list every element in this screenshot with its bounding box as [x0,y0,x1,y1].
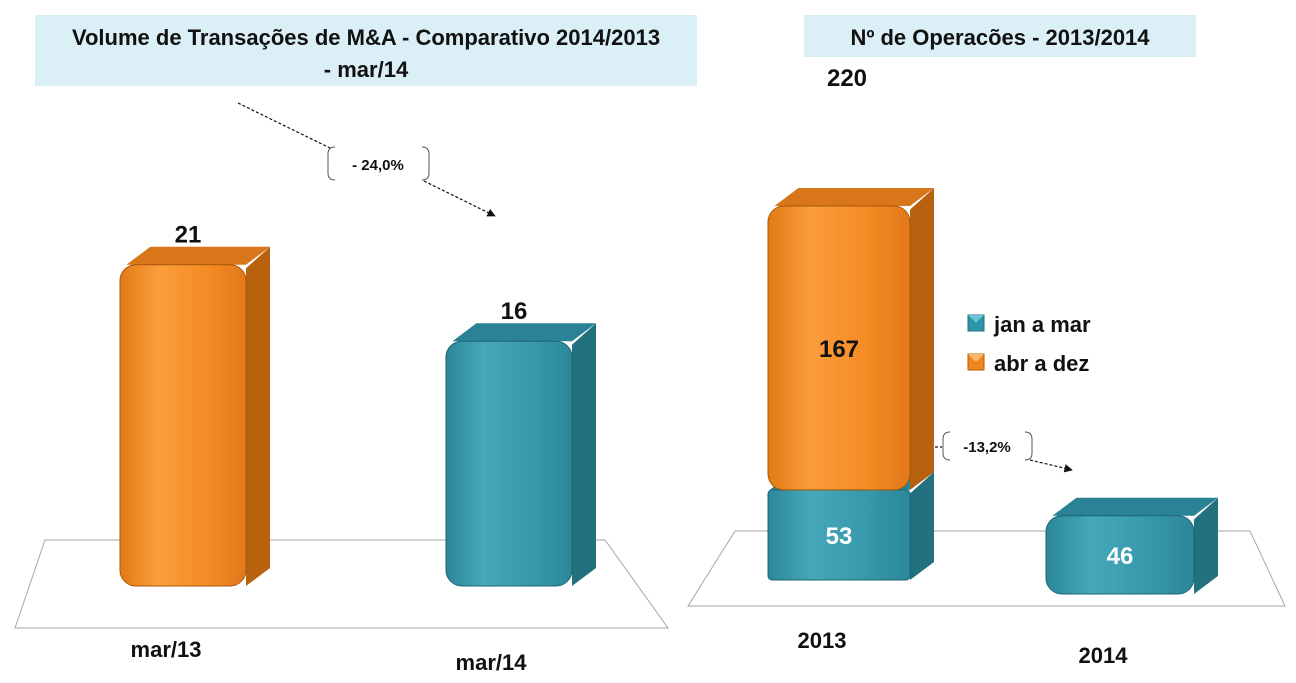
left-category-label-0: mar/13 [131,637,202,662]
left-bar-1-top [452,323,596,342]
right-title-box [804,15,1196,57]
legend-label-abr-a-dez: abr a dez [994,351,1089,376]
right-bar-0-total: 220 [827,65,867,92]
right-bar-0-seg-0-side [910,471,934,580]
right-annotation-bracket-left [942,431,951,461]
left-bar-1-front [445,340,573,587]
right-bar-1-seg-0-value: 46 [1107,543,1134,570]
right-category-label-1: 2014 [1079,643,1129,668]
right-bar-0-seg-1-top [774,188,934,206]
right-bar-0-seg-1-side [910,188,934,490]
left-chart-subtitle: - mar/14 [324,57,409,82]
legend-label-jan-a-mar: jan a mar [993,312,1091,337]
right-annotation-arrow [1029,459,1073,473]
left-category-label-1: mar/14 [456,650,528,675]
right-bar-1-seg-0-top [1052,497,1218,516]
right-bar-1-seg-0-front [1045,515,1195,595]
left-title-box [35,15,697,86]
right-annotation-label: -13,2% [963,439,1011,456]
right-bar-0-seg-1-front [767,205,911,491]
legend-swatch-abr-a-dez-bevel [968,354,984,362]
left-annotation-label: - 24,0% [352,157,404,174]
left-annotation-arrow-1 [237,102,331,149]
left-annotation-arrow-2 [423,180,496,217]
left-chart-title: Volume de Transações de M&A - Comparativ… [72,25,660,50]
left-bar-value-0: 21 [175,222,202,249]
right-bar-0-seg-1-value: 167 [819,336,859,363]
right-annotation-bracket-right [1024,431,1033,461]
legend: jan a mar abr a dez [967,312,1091,376]
right-bar-1-seg-0-side [1194,497,1218,594]
left-annotation-bracket-left [327,146,336,181]
right-category-label-0: 2013 [798,628,847,653]
legend-swatch-jan-a-mar-bevel [968,315,984,323]
left-bar-1-side [572,323,596,586]
left-bar-0-front [119,264,247,587]
right-bar-0-seg-0-value: 53 [826,523,853,550]
right-chart-title: Nº de Operacões - 2013/2014 [850,25,1150,50]
left-annotation-bracket-right [421,146,430,181]
left-floor [14,539,669,629]
left-bar-0-top [126,246,271,265]
left-bar-value-1: 16 [501,298,528,325]
left-bar-0-side [246,246,270,586]
